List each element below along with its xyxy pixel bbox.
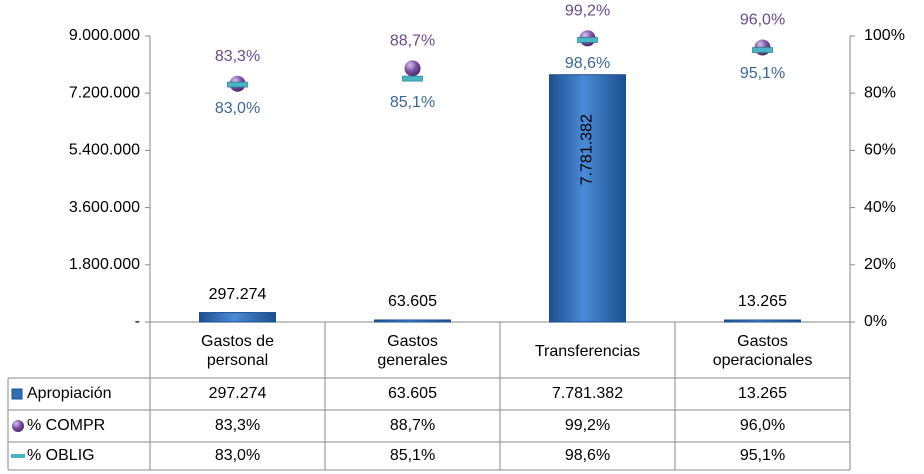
category-cell: Gastos operacionales	[675, 324, 850, 378]
legend-label: % OBLIG	[27, 447, 95, 464]
table-cell: 96,0%	[740, 417, 785, 434]
bar-value-label: 7.781.382	[579, 114, 596, 185]
table-cell: 83,3%	[215, 417, 260, 434]
y-tick-label: 1.800.000	[69, 256, 140, 273]
bar-value-label: 63.605	[388, 293, 437, 310]
oblig-value-label: 98,6%	[565, 55, 610, 72]
x-tick-label: Gastos operacionales	[712, 333, 813, 369]
bar	[724, 319, 801, 323]
table-cell: 13.265	[738, 385, 787, 402]
y-tick-label: -	[135, 313, 140, 330]
oblig-marker	[577, 37, 598, 43]
oblig-value-label: 95,1%	[740, 65, 785, 82]
oblig-marker	[752, 47, 773, 53]
bar	[199, 312, 276, 323]
y2-tick-label: 20%	[864, 256, 896, 273]
compr-value-label: 88,7%	[390, 33, 435, 50]
y2-tick-label: 0%	[864, 313, 887, 330]
oblig-value-label: 83,0%	[215, 100, 260, 117]
table-grid	[7, 322, 850, 471]
table-cell: 7.781.382	[552, 385, 623, 402]
category-cell: Transferencias	[500, 324, 675, 378]
legend-key	[12, 420, 24, 432]
table-cell: 98,6%	[565, 447, 610, 464]
category-cell: Gastos de personal	[150, 324, 325, 378]
legend-label: % COMPR	[27, 417, 105, 434]
y2-tick-label: 80%	[864, 84, 896, 101]
table-cell: 88,7%	[390, 417, 435, 434]
legend-key	[11, 388, 23, 400]
y-tick-label: 9.000.000	[69, 27, 140, 44]
compr-value-label: 83,3%	[215, 48, 260, 65]
y2-tick-label: 40%	[864, 199, 896, 216]
y-tick-label: 5.400.000	[69, 142, 140, 159]
oblig-value-label: 85,1%	[390, 94, 435, 111]
oblig-marker	[227, 81, 248, 88]
bar	[374, 319, 451, 323]
category-cell: Gastos generales	[325, 324, 500, 378]
oblig-marker	[402, 75, 423, 82]
y2-tick-label: 60%	[864, 142, 896, 159]
table-cell: 95,1%	[740, 447, 785, 464]
x-tick-label: Transferencias	[534, 342, 641, 360]
legend-key	[11, 454, 25, 458]
table-cell: 297.274	[209, 385, 267, 402]
compr-marker	[404, 60, 421, 77]
compr-value-label: 96,0%	[740, 12, 785, 29]
table-cell: 63.605	[388, 385, 437, 402]
table-cell: 85,1%	[390, 447, 435, 464]
table-cell: 83,0%	[215, 447, 260, 464]
legend-label: Apropiación	[27, 385, 112, 402]
x-tick-label: Gastos generales	[377, 333, 448, 369]
x-tick-label: Gastos de personal	[201, 333, 274, 369]
y-tick-label: 3.600.000	[69, 199, 140, 216]
bar	[549, 74, 626, 323]
bar-value-label: 297.274	[209, 286, 267, 303]
compr-value-label: 99,2%	[565, 3, 610, 20]
bar-value-label: 13.265	[738, 293, 787, 310]
y-tick-label: 7.200.000	[69, 84, 140, 101]
table-cell: 99,2%	[565, 417, 610, 434]
y2-tick-label: 100%	[864, 27, 905, 44]
